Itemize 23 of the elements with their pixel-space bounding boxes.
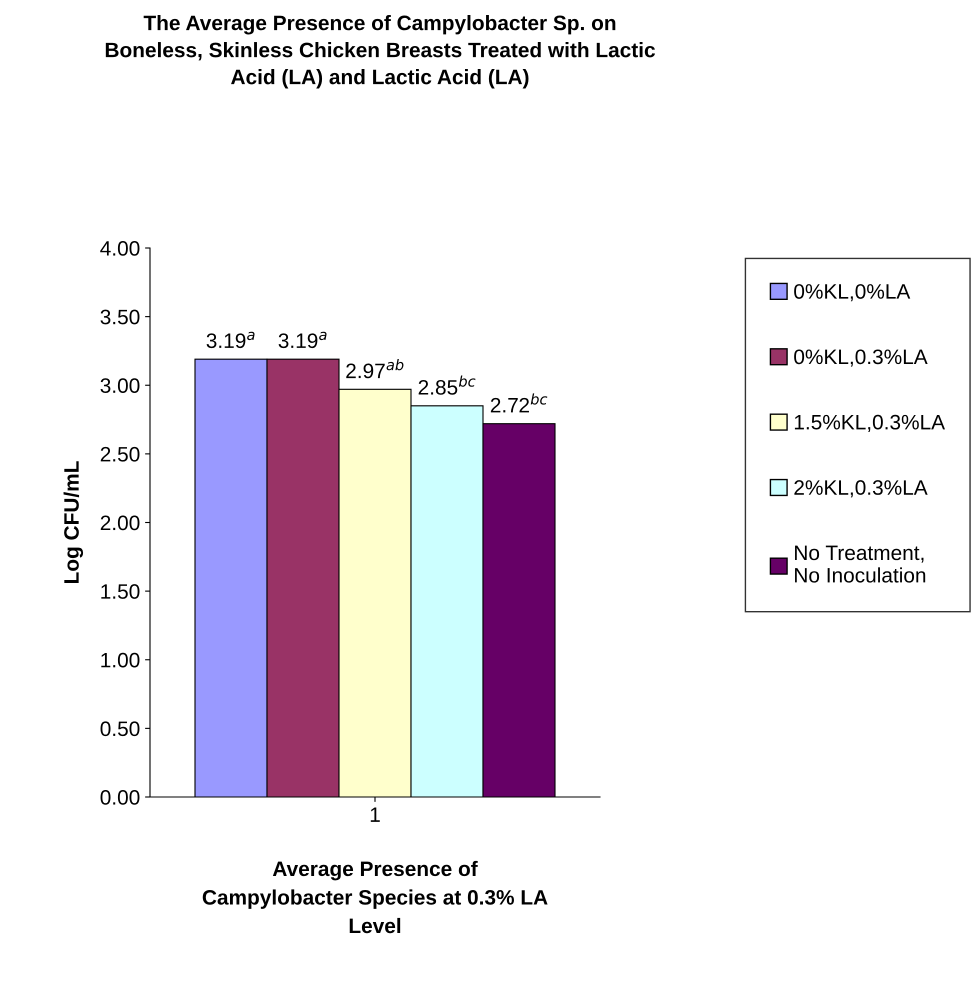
y-tick-label: 0.50: [100, 721, 140, 736]
legend-label: 0%KL,0.3%LA: [794, 349, 928, 367]
y-tick-label: 3.50: [100, 310, 140, 324]
x-tick-label: 1: [370, 807, 380, 822]
data-label: 2.85$^{bc}$: [418, 375, 476, 395]
legend-label: 2%KL,0.3%LA: [794, 480, 928, 498]
data-label: 2.72$^{bc}$: [490, 393, 548, 412]
y-tick-label: 1.50: [101, 584, 140, 599]
legend-label: 0%KL,0%LA: [794, 284, 910, 302]
y-tick-label: 4.00: [100, 241, 140, 256]
data-label: 3.19$^{a}$: [206, 332, 255, 348]
legend-label: No Treatment, No Inoculation: [795, 546, 926, 583]
y-tick-label: 2.00: [100, 516, 140, 530]
data-label: 2.97$^{ab}$: [346, 359, 404, 378]
data-label: 3.19$^{a}$: [278, 332, 327, 348]
y-tick-label: 3.00: [100, 378, 140, 394]
legend-label: 1.5%KL,0.3%LA: [794, 414, 946, 432]
y-tick-label: 2.50: [100, 446, 140, 462]
x-axis-title: Average Presence of Campylobacter Species at 0.3% LA Level: [202, 860, 548, 934]
y-axis-title: Log CFU/mL: [64, 461, 84, 584]
y-tick-label: 0.00: [100, 790, 140, 805]
y-tick-label: 1.00: [101, 652, 140, 668]
chart-title: The Average Presence of Campylobacter Sp. on Boneless, Skinless Chicken Breasts Treated with Lactic Acid (LA) and Lactic Acid (LA): [106, 15, 655, 88]
